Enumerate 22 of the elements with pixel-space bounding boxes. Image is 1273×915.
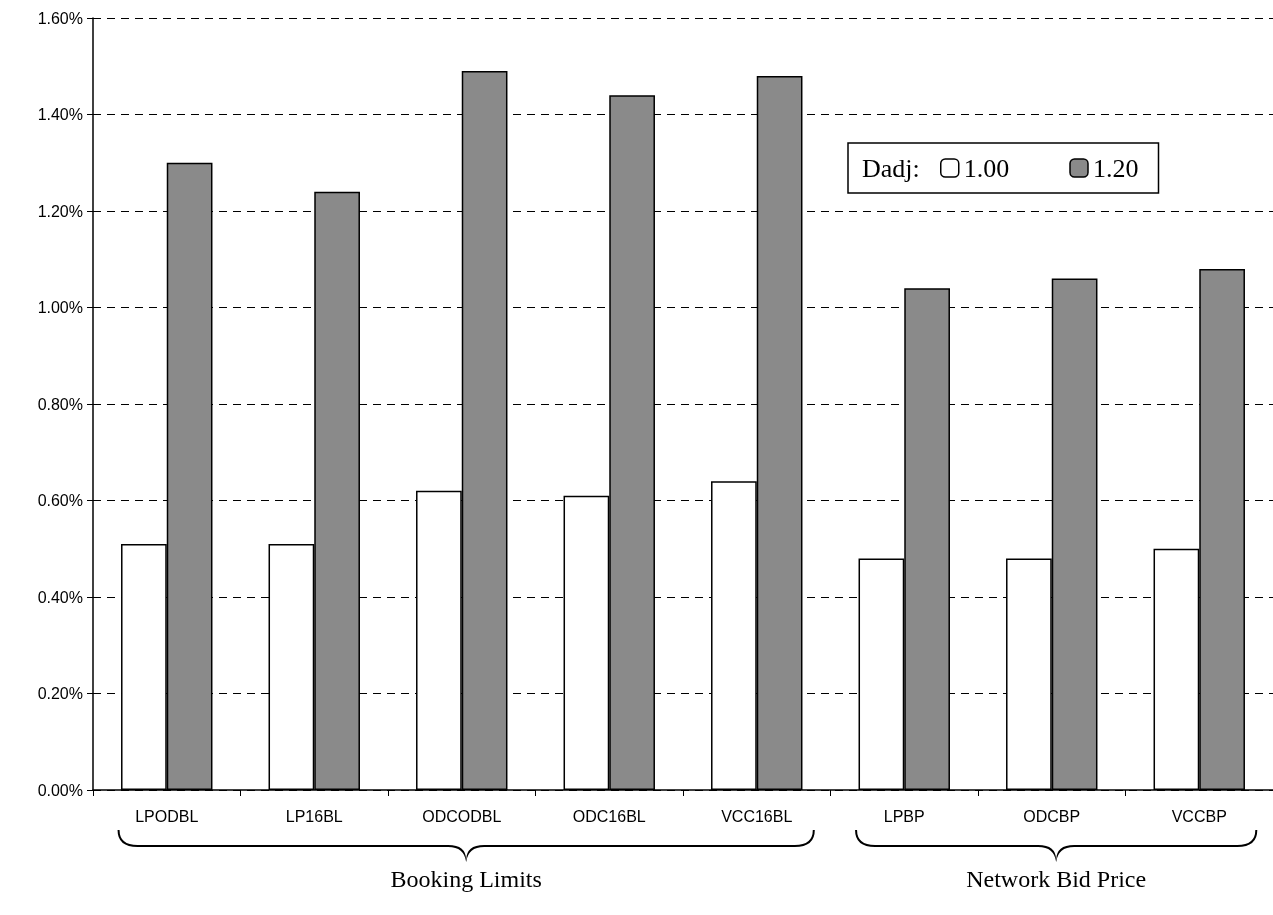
x-tick-label: ODC16BL bbox=[572, 807, 646, 825]
x-tick-label: LPBP bbox=[883, 807, 925, 825]
legend-label: 1.00 bbox=[963, 153, 1010, 183]
x-tick-label: LPODBL bbox=[135, 807, 199, 825]
x-tick-label: LP16BL bbox=[285, 807, 343, 825]
x-tick-label: ODCODBL bbox=[422, 807, 502, 825]
x-tick-label: VCC16BL bbox=[721, 807, 793, 825]
y-tick-label: 1.40% bbox=[37, 106, 83, 123]
text: Network Bid Price bbox=[966, 866, 1147, 892]
legend-label: 1.20 bbox=[1093, 153, 1139, 183]
y-tick-label: 0.80% bbox=[37, 395, 83, 413]
text: Booking Limits bbox=[390, 866, 542, 892]
y-tick-label: 1.20% bbox=[37, 202, 83, 220]
y-tick-label: 0.20% bbox=[37, 685, 83, 702]
y-tick-label: 0.40% bbox=[37, 588, 83, 606]
y-tick-label: 1.60% bbox=[37, 9, 83, 27]
legend-title: Dadj: bbox=[862, 153, 920, 183]
x-tick-label: VCCBP bbox=[1171, 807, 1227, 825]
y-tick-label: 0.60% bbox=[37, 492, 83, 509]
y-tick-label: 1.00% bbox=[37, 299, 83, 316]
x-tick-label: ODCBP bbox=[1023, 807, 1081, 825]
y-tick-label: 0.00% bbox=[37, 781, 83, 799]
